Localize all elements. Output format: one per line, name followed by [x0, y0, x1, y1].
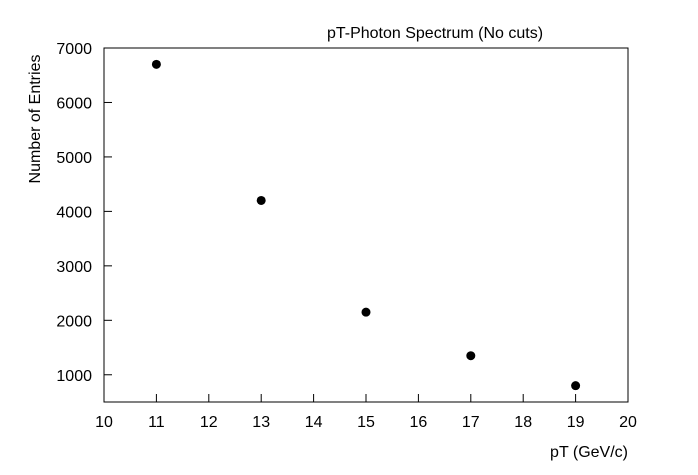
x-tick-label: 14 — [305, 414, 323, 431]
plot-frame — [103, 47, 629, 403]
y-tick-label: 4000 — [56, 204, 92, 221]
x-tick-label: 19 — [567, 414, 585, 431]
data-point — [361, 307, 371, 317]
y-tick-label: 7000 — [56, 41, 92, 58]
y-axis-label: Number of Entries — [27, 55, 44, 184]
x-tick-label: 18 — [514, 414, 532, 431]
x-tick-label: 13 — [252, 414, 270, 431]
x-tick-label: 20 — [619, 414, 637, 431]
x-tick-label: 12 — [200, 414, 218, 431]
x-tick-label: 15 — [357, 414, 375, 431]
y-axis: 1000 2000 3000 4000 5000 6000 7000 — [56, 41, 112, 385]
x-tick-label: 10 — [95, 414, 113, 431]
x-axis-label: pT (GeV/c) — [550, 444, 628, 461]
chart-title: pT-Photon Spectrum (No cuts) — [327, 25, 543, 42]
data-point — [256, 195, 266, 205]
data-point — [571, 381, 581, 391]
y-tick-label: 2000 — [56, 313, 92, 330]
x-tick-label: 11 — [148, 414, 165, 431]
data-point — [151, 59, 161, 69]
y-tick-label: 1000 — [56, 368, 92, 385]
x-tick-label: 16 — [410, 414, 428, 431]
data-points — [151, 59, 581, 391]
y-tick-label: 6000 — [56, 95, 92, 112]
x-tick-label: 17 — [462, 414, 480, 431]
y-tick-label: 5000 — [56, 150, 92, 167]
y-tick-label: 3000 — [56, 259, 92, 276]
data-point — [466, 351, 476, 361]
x-axis: 10 11 12 13 14 15 16 17 18 19 20 — [95, 394, 637, 431]
